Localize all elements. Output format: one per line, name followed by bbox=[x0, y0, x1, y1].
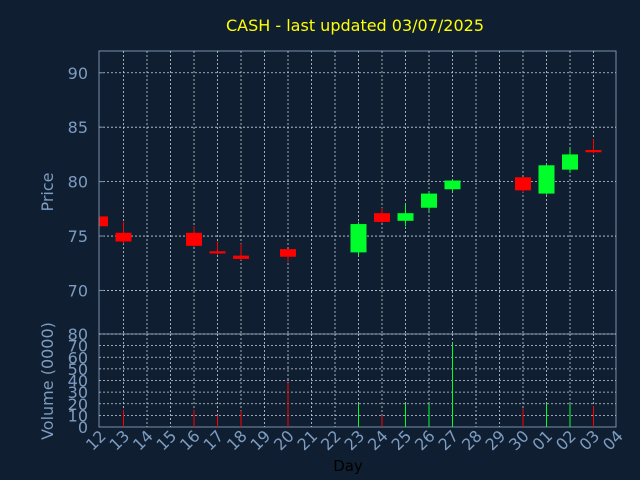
candle-body bbox=[538, 165, 555, 194]
x-tick-label: 04 bbox=[599, 426, 627, 454]
volume-tick-label: 20 bbox=[68, 395, 88, 414]
price-panel-frame bbox=[98, 50, 617, 335]
price-tick-label: 70 bbox=[68, 281, 88, 300]
price-tick-label: 85 bbox=[68, 118, 88, 137]
volume-tick-label: 80 bbox=[68, 325, 88, 344]
volume-tick-label: 30 bbox=[68, 383, 88, 402]
volume-tick-label: 40 bbox=[68, 372, 88, 391]
candle-body bbox=[115, 232, 132, 242]
chart-title: CASH - last updated 03/07/2025 bbox=[226, 16, 484, 35]
candle-body bbox=[186, 232, 202, 246]
candle-body bbox=[585, 150, 602, 153]
candle-body bbox=[562, 154, 578, 170]
candle-body bbox=[280, 249, 296, 257]
axes: 7075808590010203040506070801213141516171… bbox=[68, 64, 627, 454]
candle-body bbox=[374, 213, 390, 222]
candle-body bbox=[515, 177, 531, 191]
volume-tick-label: 70 bbox=[68, 337, 88, 356]
candle-body bbox=[233, 255, 249, 259]
price-tick-label: 90 bbox=[68, 64, 88, 83]
price-tick-label: 80 bbox=[68, 173, 88, 192]
volume-tick-label: 60 bbox=[68, 348, 88, 367]
candle-body bbox=[397, 213, 414, 221]
price-tick-label: 75 bbox=[68, 227, 88, 246]
candle-body bbox=[421, 193, 437, 208]
candle-body bbox=[350, 224, 367, 253]
volume-tick-label: 10 bbox=[68, 406, 88, 425]
candles bbox=[99, 139, 602, 263]
candle-body bbox=[444, 180, 461, 190]
candle-body bbox=[100, 216, 108, 227]
price-axis-label: Price bbox=[38, 172, 57, 211]
x-axis-label: Day bbox=[333, 457, 363, 475]
volume-tick-label: 50 bbox=[68, 360, 88, 379]
volume-tick-label: 0 bbox=[78, 418, 88, 437]
candle-body bbox=[209, 251, 226, 254]
volume-bars bbox=[123, 343, 594, 427]
volume-axis-label: Volume (0000) bbox=[38, 322, 57, 440]
